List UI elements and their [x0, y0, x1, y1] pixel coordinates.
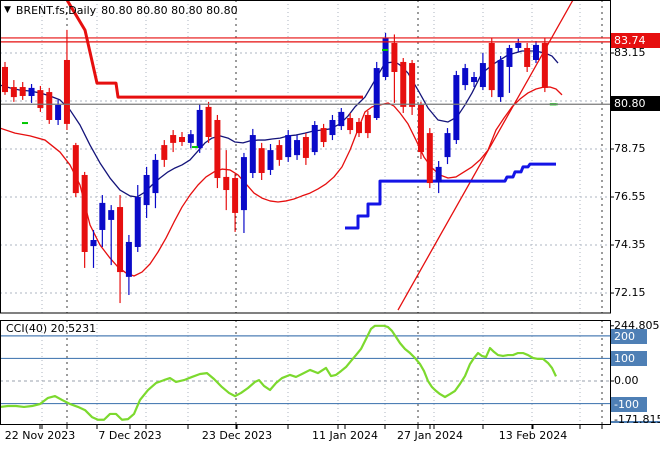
bull-candle	[125, 241, 132, 277]
bear-candle	[391, 42, 398, 72]
bear-candle	[302, 137, 309, 158]
bear-candle	[320, 128, 327, 143]
cci-curve	[0, 324, 557, 421]
bear-candle	[524, 47, 531, 67]
candles	[2, 29, 558, 304]
bull-candle	[294, 140, 301, 156]
bull-candle	[479, 63, 486, 88]
bull-candle	[99, 202, 106, 230]
bid-price-badge: 80.80	[611, 96, 660, 112]
bear-candle	[347, 118, 354, 131]
bear-candle	[37, 90, 44, 108]
bull-candle	[285, 135, 292, 158]
cci-axis-label: -171.815	[614, 412, 660, 426]
bear-candle	[179, 137, 185, 143]
bull-candle	[152, 159, 159, 194]
bull-candle	[311, 125, 318, 153]
bull-candle	[453, 75, 460, 141]
bear-candle	[417, 104, 424, 153]
bear-candle	[400, 61, 407, 107]
cci-axis-label: 244.805	[614, 318, 660, 332]
bold-resistance-line	[65, 0, 363, 99]
bull-candle	[28, 87, 35, 96]
bear-candle	[72, 145, 79, 194]
bull-candle	[444, 133, 451, 158]
cci-indicator-label: CCI(40) 20.5231	[6, 322, 97, 335]
date-axis-label: 27 Jan 2024	[397, 429, 463, 442]
bull-candle	[143, 174, 150, 206]
bull-candle	[267, 150, 274, 170]
price-axis-label: 76.55	[614, 190, 646, 203]
bear-candle	[232, 178, 239, 213]
bear-candle	[364, 114, 371, 134]
bull-candle	[90, 239, 97, 247]
bear-candle	[19, 87, 26, 96]
cci-axis-label: 0.00	[614, 374, 639, 387]
bull-candle	[515, 42, 522, 48]
bull-candle	[187, 134, 194, 143]
bull-candle	[435, 166, 442, 182]
ohlc-quote-label: 80.80 80.80 80.80 80.80	[101, 4, 238, 17]
bear-candle	[170, 135, 177, 143]
symbol-period-label: BRENT.fs,Daily	[15, 4, 97, 17]
date-axis-label: 11 Jan 2024	[312, 429, 378, 442]
bear-candle	[223, 176, 230, 191]
bull-candle	[196, 109, 203, 149]
bear-candle	[276, 145, 283, 160]
cci-level-badge: 200	[611, 328, 647, 344]
bear-candle	[258, 148, 265, 174]
bear-candle	[10, 87, 17, 98]
bull-candle	[329, 119, 336, 136]
bull-candle	[471, 77, 478, 83]
symbol-header: ▼ BRENT.fs,Daily 80.80 80.80 80.80 80.80	[4, 4, 238, 17]
bull-candle	[240, 157, 247, 211]
quote-triangle-icon: ▼	[4, 5, 11, 15]
price-axis-label: 72.15	[614, 286, 646, 300]
bear-candle	[356, 121, 362, 134]
main-panel[interactable]	[0, 0, 610, 313]
blue-support-step-line	[345, 162, 556, 230]
bear-candle	[409, 63, 416, 107]
bear-candle	[161, 145, 168, 160]
price-axis-label: 74.35	[614, 238, 646, 252]
date-axis-label: 23 Dec 2023	[201, 429, 273, 442]
indicator-panel[interactable]	[0, 320, 610, 425]
bear-candle	[488, 42, 495, 91]
bear-candle	[63, 59, 70, 124]
bull-candle	[338, 111, 345, 127]
bear-candle	[541, 42, 548, 88]
bull-candle	[462, 68, 469, 86]
date-axis-label: 13 Feb 2024	[498, 429, 568, 442]
bull-candle	[134, 197, 141, 247]
bull-candle	[533, 44, 539, 60]
bear-candle	[2, 66, 8, 93]
cci-level-badge: 100	[611, 351, 647, 367]
panel-frames	[39, 52, 614, 429]
cci-level-badge: -100	[611, 396, 647, 412]
bear-candle	[46, 92, 53, 120]
bull-candle	[249, 135, 256, 174]
bear-candle	[205, 106, 212, 138]
price-axis-label: 83.15	[614, 46, 646, 59]
price-axis-label: 78.75	[614, 142, 646, 155]
bull-candle	[382, 37, 389, 78]
bear-candle	[81, 174, 88, 252]
bear-candle	[426, 133, 433, 184]
ask-price-badge: 83.74	[611, 33, 660, 49]
indicator-min-underline	[611, 421, 660, 423]
date-axis-label: 22 Nov 2023	[4, 429, 76, 442]
bull-candle	[497, 59, 504, 98]
date-axis-label: 7 Dec 2023	[98, 429, 162, 442]
bull-candle	[506, 47, 513, 67]
bull-candle	[108, 210, 115, 220]
bull-candle	[373, 68, 380, 119]
bull-candle	[55, 104, 62, 120]
navy-ma-line	[0, 50, 559, 198]
bear-candle	[117, 207, 124, 273]
bear-candle	[214, 119, 221, 179]
